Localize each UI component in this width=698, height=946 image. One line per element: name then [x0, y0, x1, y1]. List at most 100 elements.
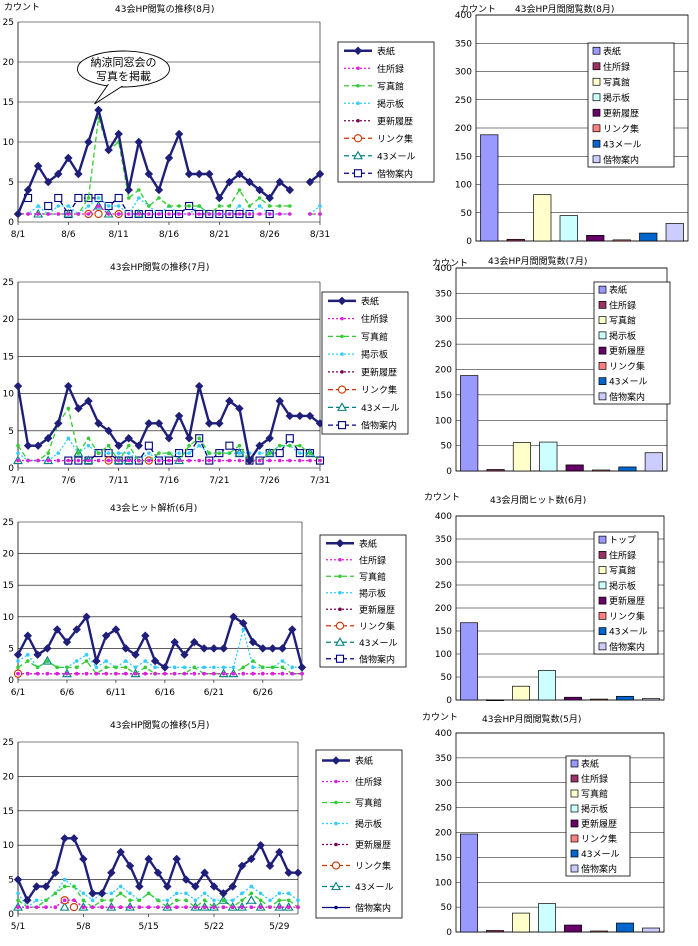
- bar-chart-july: 43会HP月間閲覧数(7月) カウント 0 50 100 150 200 250 300 350 4…: [420, 255, 698, 494]
- data-point: [123, 671, 128, 676]
- data-point: [64, 153, 73, 163]
- data-point: [318, 212, 322, 216]
- y-tick-label: 150: [455, 152, 472, 162]
- data-point: [54, 169, 63, 179]
- legend-marker: [335, 621, 345, 630]
- data-point: [167, 204, 171, 208]
- x-tick-label: 5/1: [11, 922, 25, 932]
- data-point: [184, 891, 188, 896]
- data-point: [133, 671, 138, 676]
- y-tick-label: 5: [8, 644, 14, 654]
- data-point: [81, 891, 86, 896]
- data-point: [174, 905, 179, 909]
- legend-marker: [331, 756, 341, 765]
- data-point: [278, 644, 287, 653]
- data-point: [251, 671, 255, 676]
- data-point: [297, 663, 307, 672]
- data-point: [36, 458, 40, 463]
- y-tick-label: 400: [435, 512, 452, 522]
- line-chart-july: 43会HP閲覧の推移(7月) 0 5 10 15 20 25 7/1 7/6 7/11 7/16 7/…: [0, 256, 440, 494]
- data-point: [86, 212, 91, 216]
- legend-swatch: [570, 759, 579, 768]
- data-point: [153, 671, 157, 676]
- data-point: [64, 381, 73, 391]
- data-point: [146, 891, 151, 896]
- y-tick-label: 0: [446, 928, 452, 938]
- data-point: [146, 905, 151, 909]
- data-point: [88, 889, 97, 898]
- data-point: [33, 650, 42, 659]
- data-point: [197, 443, 201, 448]
- data-point: [25, 905, 30, 909]
- legend-label: 更新履歴: [377, 115, 413, 127]
- data-point: [44, 201, 53, 211]
- legend-label: 偕物案内: [355, 902, 391, 914]
- data-point: [51, 868, 60, 877]
- data-point: [124, 434, 133, 443]
- data-point: [257, 458, 262, 463]
- data-point: [84, 396, 93, 406]
- data-point: [74, 659, 79, 663]
- data-point: [53, 905, 58, 909]
- y-tick-label: 15: [3, 98, 14, 108]
- data-point: [90, 898, 95, 903]
- legend-label: 掲示板: [609, 330, 636, 342]
- data-point: [69, 834, 79, 843]
- data-point: [160, 663, 170, 672]
- data-point: [221, 665, 226, 670]
- callout-pointer: [94, 83, 123, 105]
- legend-swatch: [592, 155, 601, 164]
- data-point: [86, 443, 91, 448]
- data-point: [114, 671, 118, 676]
- data-point: [300, 671, 304, 676]
- legend-marker: [338, 590, 342, 595]
- data-point: [285, 185, 295, 195]
- data-point: [199, 644, 209, 653]
- data-point: [44, 898, 48, 903]
- data-point: [147, 451, 151, 455]
- legend-label: 更新履歴: [609, 345, 645, 357]
- y-tick-label: 150: [435, 853, 452, 863]
- data-point: [202, 665, 206, 670]
- legend-marker: [337, 296, 347, 306]
- data-point: [56, 458, 61, 463]
- data-point: [106, 458, 111, 463]
- data-point: [219, 644, 228, 653]
- data-point: [76, 458, 81, 463]
- annotation-line-1: 納涼同窓会の: [90, 55, 156, 69]
- data-point: [258, 891, 263, 896]
- data-point: [240, 891, 244, 896]
- y-tick-label: 10: [3, 138, 15, 148]
- x-tick-label: 7/26: [260, 476, 280, 486]
- legend-label: 偕物案内: [359, 653, 395, 665]
- y-tick-label: 0: [8, 464, 14, 474]
- legend-marker: [334, 905, 338, 910]
- data-point: [23, 441, 33, 450]
- data-point: [205, 419, 214, 428]
- y-tick-label: 250: [435, 804, 452, 814]
- legend-label: 住所録: [359, 554, 386, 566]
- data-point: [187, 443, 191, 448]
- data-point: [16, 891, 20, 896]
- bar-chart-july-svg: 43会HP月間閲覧数(7月) カウント 0 50 100 150 200 250 300 350 4…: [432, 255, 671, 477]
- y-tick-label: 300: [455, 68, 472, 78]
- legend-swatch: [598, 566, 607, 574]
- data-point: [101, 631, 111, 640]
- data-point: [72, 625, 81, 634]
- data-point: [296, 905, 300, 909]
- data-point: [207, 458, 212, 463]
- legend-marker: [337, 385, 347, 394]
- data-point: [114, 441, 123, 450]
- legend-label: 掲示板: [609, 580, 636, 592]
- data-point: [154, 185, 164, 195]
- x-tick-label: 6/11: [106, 688, 126, 698]
- legend-swatch: [570, 849, 579, 858]
- x-tick-label: 5/8: [76, 922, 91, 932]
- data-point: [270, 665, 275, 670]
- legend-swatch: [598, 301, 607, 309]
- data-point: [90, 905, 95, 909]
- data-point: [156, 898, 160, 903]
- data-point: [72, 898, 76, 903]
